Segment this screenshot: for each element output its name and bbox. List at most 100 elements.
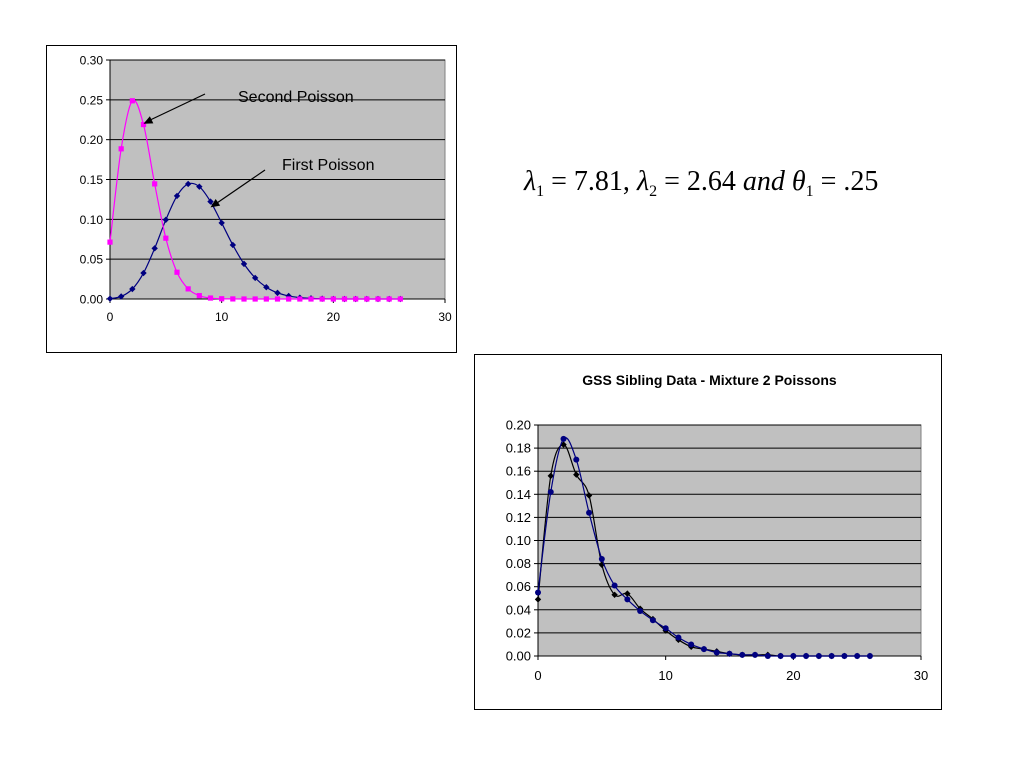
y-tick-label: 0.15 — [80, 173, 104, 187]
x-tick-label: 30 — [438, 310, 452, 324]
data-point — [174, 269, 180, 275]
data-point — [790, 653, 797, 659]
annotation-arrow-line — [213, 169, 266, 206]
data-point — [662, 625, 669, 632]
data-point — [117, 293, 125, 300]
gss-sibling-mixture-plot: GSS Sibling Data - Mixture 2 Poissons 0.0… — [506, 372, 929, 683]
series-2 — [535, 435, 873, 659]
data-point — [611, 582, 618, 589]
data-point — [263, 284, 270, 291]
subscript-2: 2 — [649, 183, 658, 200]
data-point — [397, 296, 403, 302]
y-tick-label: 0.06 — [506, 579, 531, 594]
data-point — [297, 296, 303, 302]
y-tick-label: 0.10 — [80, 213, 104, 227]
y-tick-label: 0.00 — [80, 293, 104, 307]
data-point — [828, 653, 835, 659]
data-point — [196, 183, 203, 190]
series-2 — [107, 98, 403, 302]
and-word: and — [742, 166, 785, 197]
annotation: Second Poisson — [143, 89, 354, 124]
x-tick-label: 20 — [786, 668, 800, 683]
data-point — [184, 180, 192, 188]
x-tick-label: 0 — [107, 310, 114, 324]
y-tick-label: 0.05 — [80, 253, 104, 267]
data-point — [330, 296, 336, 302]
y-tick-label: 0.20 — [506, 418, 531, 433]
data-point — [560, 441, 567, 448]
data-point — [803, 653, 810, 659]
data-point — [207, 198, 214, 205]
data-point — [129, 98, 135, 104]
data-point — [106, 295, 114, 302]
annotation-label: First Poisson — [282, 157, 374, 174]
data-point — [649, 617, 656, 624]
data-point — [364, 296, 370, 302]
data-point — [218, 219, 225, 227]
y-tick-label: 0.14 — [506, 487, 531, 502]
data-point — [118, 146, 124, 152]
y-tick-label: 0.02 — [506, 625, 531, 640]
x-tick-label: 20 — [327, 310, 341, 324]
subscript-1: 1 — [536, 183, 545, 200]
x-tick-label: 10 — [215, 310, 229, 324]
data-point — [185, 286, 191, 292]
data-point — [386, 296, 392, 302]
lambda-symbol-2: λ — [636, 166, 650, 197]
annotation-label: Second Poisson — [238, 89, 354, 106]
subscript-theta: 1 — [805, 183, 814, 200]
y-tick-label: 0.04 — [506, 602, 531, 617]
data-point — [598, 555, 605, 562]
data-point — [162, 216, 170, 224]
poisson-components-plot: 0.00 0.05 0.10 0.15 0.20 0.25 0.30 0 10 20 30 Secon… — [80, 54, 452, 325]
x-tick-label: 10 — [658, 668, 672, 683]
y-tick-label: 0.25 — [80, 93, 104, 107]
data-point — [841, 653, 848, 659]
data-point — [129, 285, 136, 293]
x-tick-label: 30 — [914, 668, 928, 683]
y-tick-label: 0.30 — [80, 54, 104, 68]
data-point — [560, 435, 567, 442]
data-point — [196, 293, 202, 299]
data-point — [241, 296, 247, 302]
y-tick-label: 0.16 — [506, 464, 531, 479]
data-point — [752, 651, 759, 658]
annotation-arrow-head — [210, 198, 221, 208]
data-point — [675, 634, 682, 641]
data-point — [274, 296, 281, 302]
theta1-value: = .25 — [813, 166, 879, 197]
data-point — [535, 589, 541, 596]
data-point — [624, 590, 631, 597]
data-point — [140, 121, 147, 128]
gss-sibling-mixture-chart: GSS Sibling Data - Mixture 2 Poissons 0.0… — [474, 354, 942, 710]
parameter-formula: λ1 = 7.81, λ2 = 2.64 and θ1 = .25 — [524, 166, 878, 201]
data-point — [573, 456, 580, 463]
data-point — [263, 296, 269, 302]
data-point — [252, 296, 258, 302]
annotation: First Poisson — [210, 157, 374, 208]
poisson-components-chart: 0.00 0.05 0.10 0.15 0.20 0.25 0.30 0 10 20 30 Secon… — [46, 45, 457, 353]
y-tick-label: 0.00 — [506, 649, 531, 664]
annotation-arrow-head — [143, 116, 154, 124]
data-point — [637, 607, 644, 614]
data-point — [815, 653, 822, 659]
data-point — [688, 641, 695, 648]
data-point — [230, 296, 236, 302]
lambda-symbol-1: λ — [524, 166, 537, 197]
data-point — [764, 653, 771, 659]
data-point — [866, 653, 873, 659]
y-tick-label: 0.12 — [506, 510, 531, 525]
data-point — [375, 296, 381, 302]
data-point — [319, 296, 325, 302]
annotation-arrow-line — [146, 93, 206, 123]
data-point — [163, 235, 169, 241]
y-tick-label: 0.20 — [80, 133, 104, 147]
data-point — [739, 651, 746, 658]
y-tick-label: 0.18 — [506, 441, 531, 456]
chart-title: GSS Sibling Data - Mixture 2 Poissons — [582, 372, 837, 388]
data-point — [854, 653, 861, 659]
data-point — [207, 295, 214, 301]
lambda2-value: = 2.64 — [657, 166, 743, 197]
data-point — [341, 296, 348, 302]
y-tick-label: 0.08 — [506, 556, 531, 571]
